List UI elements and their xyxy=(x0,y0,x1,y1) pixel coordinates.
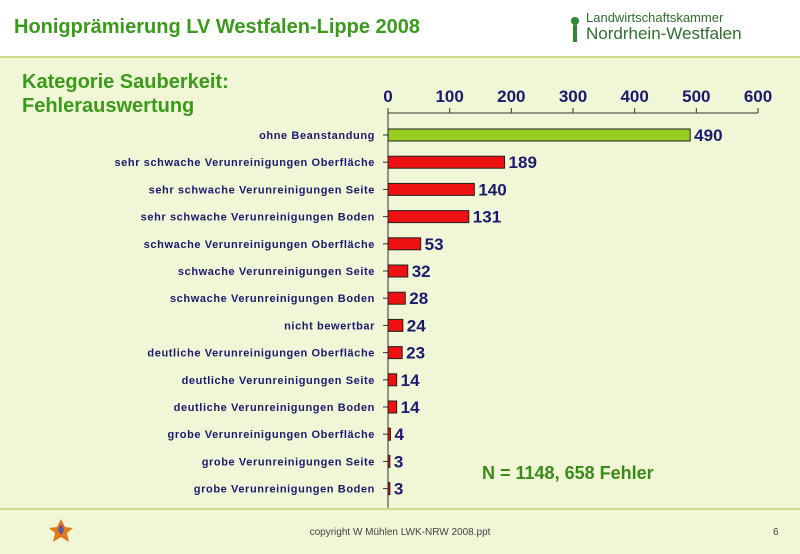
x-tick-label: 600 xyxy=(744,87,772,106)
data-label: 4 xyxy=(394,425,404,444)
apple-logo-icon xyxy=(49,519,73,542)
category-label: sehr schwache Verunreinigungen Boden xyxy=(141,212,375,224)
bar xyxy=(387,291,406,305)
data-label: 131 xyxy=(473,208,501,227)
category-label: schwache Verunreinigungen Oberfläche xyxy=(144,239,375,251)
data-label: 23 xyxy=(406,344,425,363)
page-number: 6 xyxy=(773,527,779,538)
bar xyxy=(387,128,691,142)
data-label: 189 xyxy=(509,153,537,172)
category-label: deutliche Verunreinigungen Seite xyxy=(182,375,375,387)
x-tick-label: 400 xyxy=(620,87,648,106)
bar xyxy=(387,346,403,360)
data-label: 14 xyxy=(401,371,420,390)
copyright-text: copyright W Mühlen LWK-NRW 2008.ppt xyxy=(309,527,491,538)
bar xyxy=(387,210,470,224)
data-label: 28 xyxy=(409,289,428,308)
chart-title-line-1: Kategorie Sauberkeit: xyxy=(22,71,229,93)
logo-line-2: Nordrhein-Westfalen xyxy=(586,24,742,43)
data-label: 3 xyxy=(394,480,403,499)
category-label: sehr schwache Verunreinigungen Seite xyxy=(149,184,375,196)
bar xyxy=(387,373,398,387)
category-label: nicht bewertbar xyxy=(284,320,375,332)
logo-line-1: Landwirtschaftskammer xyxy=(586,10,724,25)
chart-title-line-2: Fehlerauswertung xyxy=(22,95,195,117)
category-label: schwache Verunreinigungen Boden xyxy=(170,293,375,305)
data-label: 490 xyxy=(694,126,722,145)
bar xyxy=(387,318,404,332)
page-title: Honigprämierung LV Westfalen-Lippe 2008 xyxy=(14,16,420,38)
bar xyxy=(387,400,398,414)
category-label: deutliche Verunreinigungen Oberfläche xyxy=(147,348,375,360)
x-tick-label: 500 xyxy=(682,87,710,106)
category-label: grobe Verunreinigungen Boden xyxy=(194,484,375,496)
bar xyxy=(387,482,391,496)
x-tick-label: 100 xyxy=(435,87,463,106)
logo-mark-icon xyxy=(571,17,579,42)
data-label: 32 xyxy=(412,262,431,281)
category-label: grobe Verunreinigungen Seite xyxy=(202,456,375,468)
bar xyxy=(387,237,422,251)
header-bar: Honigprämierung LV Westfalen-Lippe 2008 … xyxy=(0,0,800,56)
data-label: 3 xyxy=(394,452,403,471)
x-tick-label: 300 xyxy=(559,87,587,106)
data-label: 140 xyxy=(478,180,506,199)
category-label: grobe Verunreinigungen Oberfläche xyxy=(168,429,375,441)
data-label: 24 xyxy=(407,316,426,335)
x-tick-label: 0 xyxy=(383,87,392,106)
header-divider xyxy=(0,56,800,58)
data-label: 53 xyxy=(425,235,444,254)
bar xyxy=(387,454,391,468)
bar xyxy=(387,427,391,441)
category-label: schwache Verunreinigungen Seite xyxy=(178,266,375,278)
category-label: deutliche Verunreinigungen Boden xyxy=(174,402,375,414)
category-label: ohne Beanstandung xyxy=(259,130,375,142)
chart-title: Kategorie Sauberkeit: Fehlerauswertung xyxy=(22,70,229,118)
bar xyxy=(387,155,506,169)
category-label: sehr schwache Verunreinigungen Oberfläch… xyxy=(114,157,375,169)
sample-size-annotation: N = 1148, 658 Fehler xyxy=(482,463,654,483)
bar xyxy=(387,264,409,278)
data-label: 14 xyxy=(401,398,420,417)
footer-divider xyxy=(0,508,800,510)
bar xyxy=(387,182,475,196)
x-tick-label: 200 xyxy=(497,87,525,106)
